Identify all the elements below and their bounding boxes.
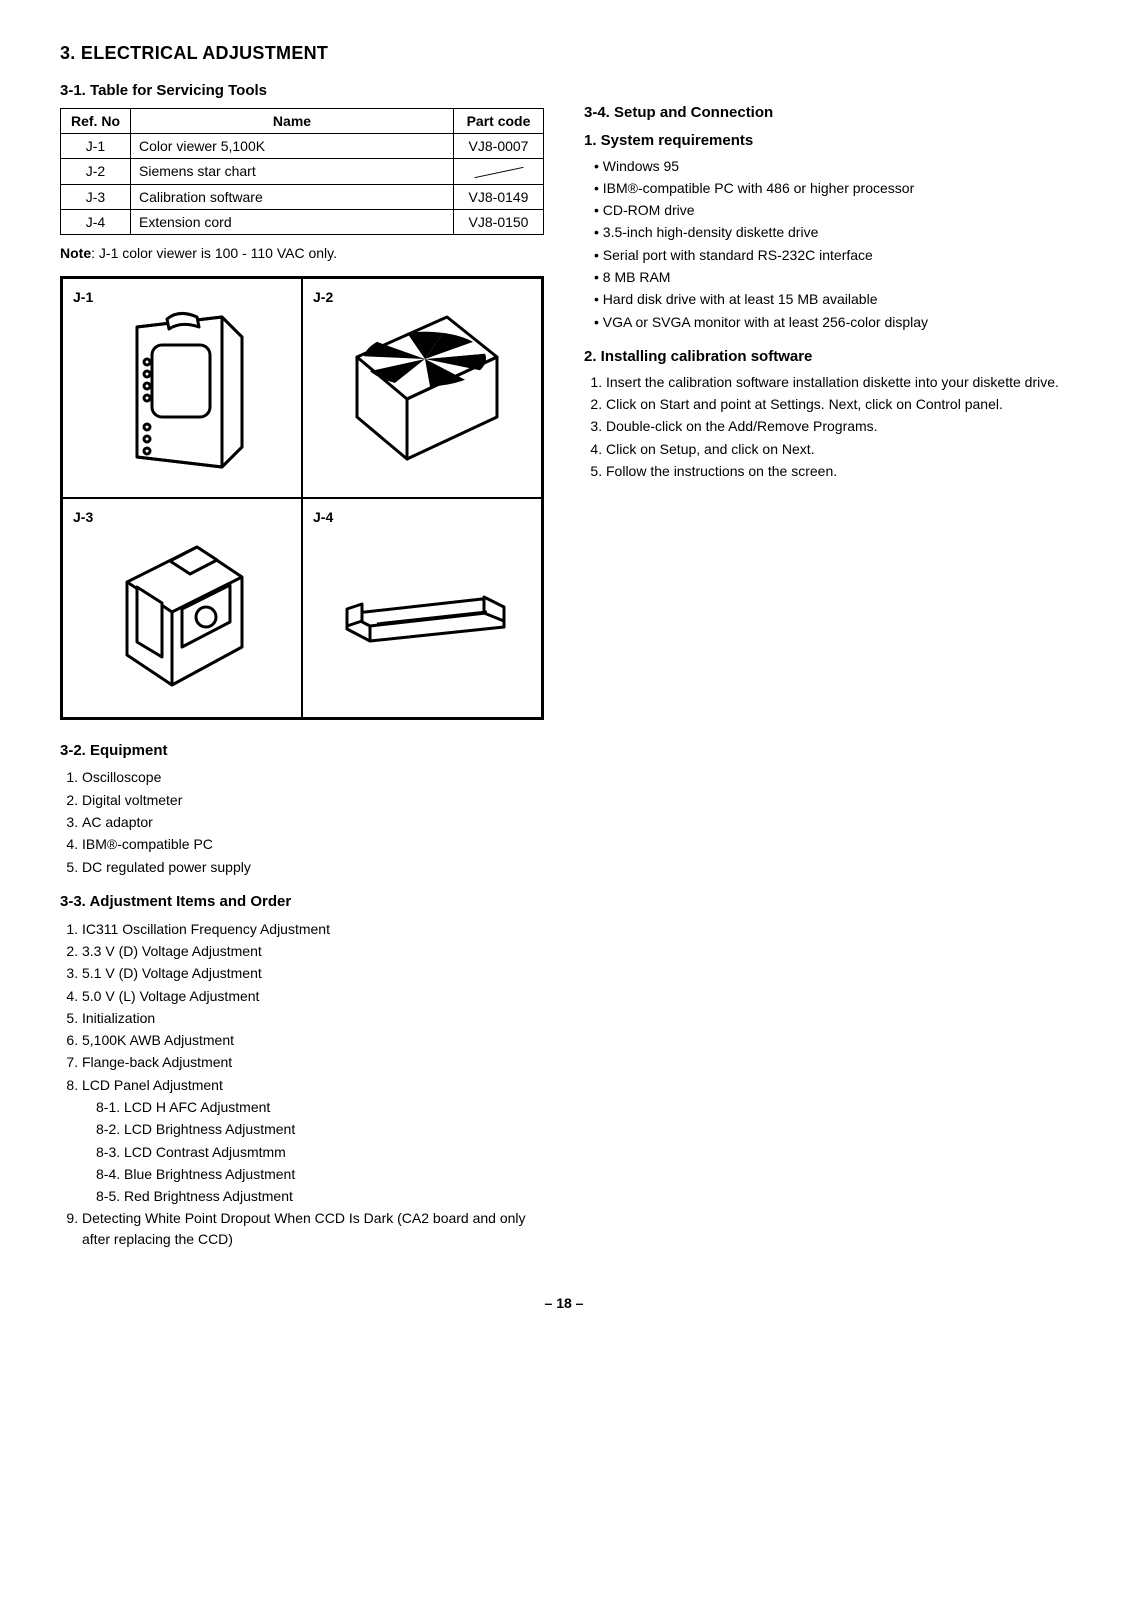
illus-j1: J-1 [62, 278, 302, 498]
equipment-list: Oscilloscope Digital voltmeterAC adaptorI… [60, 767, 544, 876]
list-item: 3.5-inch high-density diskette drive [594, 222, 1068, 242]
siemens-star-icon [337, 307, 507, 477]
th-partcode: Part code [454, 108, 544, 133]
section-3-4-heading: 3-4. Setup and Connection [584, 102, 1068, 124]
table-cell: VJ8-0150 [454, 210, 544, 235]
list-item: Serial port with standard RS-232C interf… [594, 245, 1068, 265]
table-row: J-2Siemens star chart [61, 159, 544, 184]
table-header-row: Ref. No Name Part code [61, 108, 544, 133]
table-cell [454, 159, 544, 184]
list-item: Double-click on the Add/Remove Programs. [606, 416, 1068, 436]
illus-label-j2: J-2 [313, 287, 333, 307]
right-column: 3-4. Setup and Connection 1. System requ… [584, 74, 1068, 1263]
list-item: Oscilloscope [82, 767, 544, 787]
list-item: Digital voltmeter [82, 790, 544, 810]
th-name: Name [131, 108, 454, 133]
list-item: Click on Start and point at Settings. Ne… [606, 394, 1068, 414]
note-line: Note: J-1 color viewer is 100 - 110 VAC … [60, 243, 544, 263]
table-row: J-1Color viewer 5,100KVJ8-0007 [61, 134, 544, 159]
sublist-item: 8-5. Red Brightness Adjustment [96, 1186, 544, 1206]
illustration-grid: J-1 J-2 [60, 276, 544, 720]
left-column: 3-1. Table for Servicing Tools Ref. No N… [60, 74, 544, 1263]
table-cell: Color viewer 5,100K [131, 134, 454, 159]
table-cell: VJ8-0149 [454, 184, 544, 209]
section-3-1-heading: 3-1. Table for Servicing Tools [60, 80, 544, 102]
list-item: IBM®-compatible PC [82, 834, 544, 854]
section-3-2-heading: 3-2. Equipment [60, 740, 544, 762]
lcd-sublist: 8-1. LCD H AFC Adjustment8-2. LCD Bright… [82, 1097, 544, 1206]
list-item: Follow the instructions on the screen. [606, 461, 1068, 481]
table-row: J-4Extension cordVJ8-0150 [61, 210, 544, 235]
main-heading: 3. ELECTRICAL ADJUSTMENT [60, 40, 1068, 66]
list-item: AC adaptor [82, 812, 544, 832]
illus-label-j1: J-1 [73, 287, 93, 307]
table-cell: Extension cord [131, 210, 454, 235]
table-cell: Siemens star chart [131, 159, 454, 184]
sublist-item: 8-2. LCD Brightness Adjustment [96, 1119, 544, 1139]
list-item: Initialization [82, 1008, 544, 1028]
list-item: 5.1 V (D) Voltage Adjustment [82, 963, 544, 983]
list-item: Detecting White Point Dropout When CCD I… [82, 1208, 544, 1249]
list-item: Hard disk drive with at least 15 MB avai… [594, 289, 1068, 309]
illus-j3: J-3 [62, 498, 302, 718]
th-refno: Ref. No [61, 108, 131, 133]
sublist-item: 8-3. LCD Contrast Adjusmtmm [96, 1142, 544, 1162]
illus-label-j4: J-4 [313, 507, 333, 527]
list-item: 5,100K AWB Adjustment [82, 1030, 544, 1050]
table-cell: Calibration software [131, 184, 454, 209]
list-item: Click on Setup, and click on Next. [606, 439, 1068, 459]
servicing-tools-table: Ref. No Name Part code J-1Color viewer 5… [60, 108, 544, 235]
two-column-layout: 3-1. Table for Servicing Tools Ref. No N… [60, 74, 1068, 1263]
list-item: 8 MB RAM [594, 267, 1068, 287]
list-item: LCD Panel Adjustment [82, 1075, 544, 1095]
table-cell: VJ8-0007 [454, 134, 544, 159]
sublist-item: 8-1. LCD H AFC Adjustment [96, 1097, 544, 1117]
note-label: Note [60, 245, 91, 261]
table-cell: J-1 [61, 134, 131, 159]
sys-req-heading: 1. System requirements [584, 130, 1068, 152]
adjustment-list: IC311 Oscillation Frequency Adjustment3.… [60, 919, 544, 1249]
list-item: Windows 95 [594, 156, 1068, 176]
table-cell: J-3 [61, 184, 131, 209]
illus-j4: J-4 [302, 498, 542, 718]
install-steps-list: Insert the calibration software installa… [584, 372, 1068, 481]
list-item: IC311 Oscillation Frequency Adjustment [82, 919, 544, 939]
page-number: – 18 – [60, 1293, 1068, 1313]
list-item: Insert the calibration software installa… [606, 372, 1068, 392]
list-item: 3.3 V (D) Voltage Adjustment [82, 941, 544, 961]
list-item: DC regulated power supply [82, 857, 544, 877]
diskette-icon [102, 527, 262, 697]
note-text: : J-1 color viewer is 100 - 110 VAC only… [91, 245, 337, 261]
table-row: J-3Calibration softwareVJ8-0149 [61, 184, 544, 209]
install-heading: 2. Installing calibration software [584, 346, 1068, 368]
color-viewer-icon [107, 307, 257, 477]
table-cell: J-4 [61, 210, 131, 235]
empty-cell-dash [474, 167, 523, 178]
illus-j2: J-2 [302, 278, 542, 498]
list-item: CD-ROM drive [594, 200, 1068, 220]
list-item: Flange-back Adjustment [82, 1052, 544, 1072]
list-item: VGA or SVGA monitor with at least 256-co… [594, 312, 1068, 332]
table-cell: J-2 [61, 159, 131, 184]
extension-cord-icon [332, 569, 512, 659]
list-item: 5.0 V (L) Voltage Adjustment [82, 986, 544, 1006]
sublist-item: 8-4. Blue Brightness Adjustment [96, 1164, 544, 1184]
system-requirements-list: Windows 95IBM®-compatible PC with 486 or… [584, 156, 1068, 332]
illus-label-j3: J-3 [73, 507, 93, 527]
list-item: IBM®-compatible PC with 486 or higher pr… [594, 178, 1068, 198]
section-3-3-heading: 3-3. Adjustment Items and Order [60, 891, 544, 913]
